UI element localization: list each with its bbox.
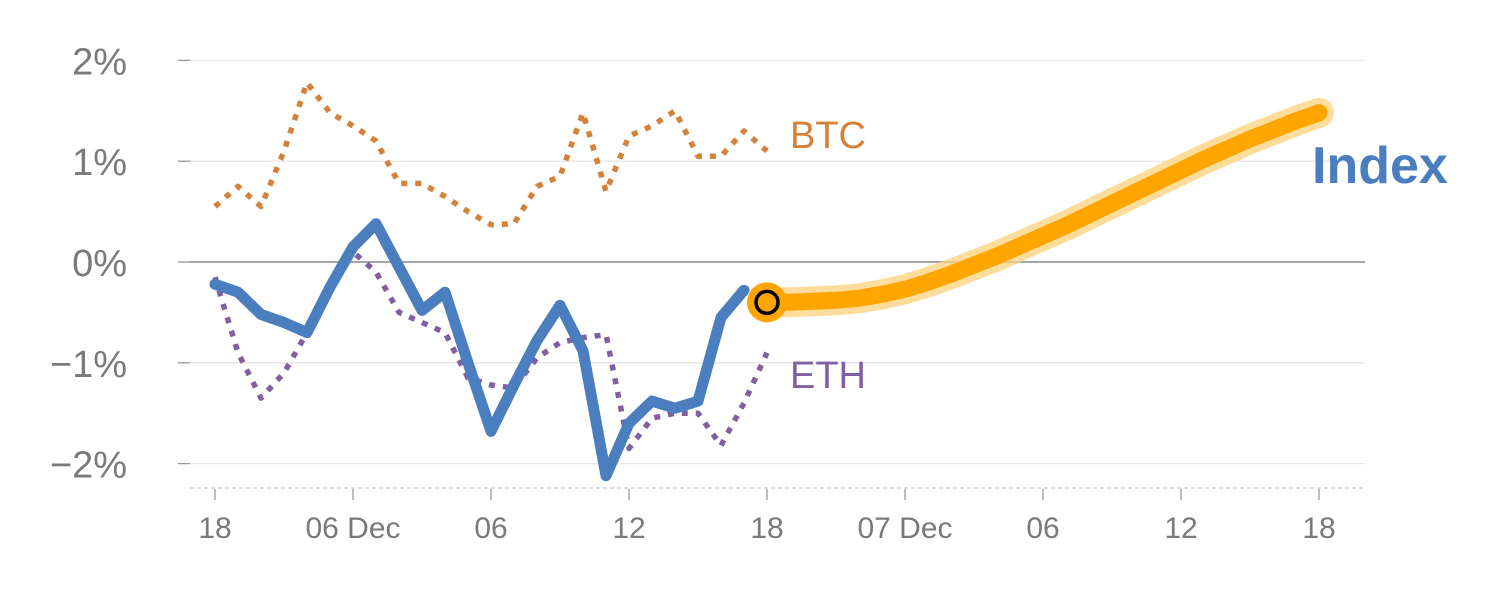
y-tick-label: −2%	[50, 445, 127, 487]
y-tick-label: 1%	[72, 142, 127, 184]
x-axis: 18 06 Dec 06 12 18 07 Dec 06 12 18	[190, 487, 1365, 545]
y-tick-label: −1%	[50, 344, 127, 386]
y-tick-label: 2%	[72, 41, 127, 83]
x-tick-label: 06	[1026, 512, 1059, 545]
marker-inner	[754, 289, 780, 316]
forecast-series-line	[758, 104, 1328, 311]
x-tick-label: 06 Dec	[305, 512, 400, 545]
series-lines	[209, 79, 1334, 482]
current-point-marker	[747, 282, 787, 323]
x-tick-label: 18	[750, 512, 783, 545]
x-tick-label: 12	[1164, 512, 1197, 545]
x-tick-label: 12	[612, 512, 645, 545]
x-tick-label: 06	[474, 512, 507, 545]
x-tick-label: 07 Dec	[857, 512, 952, 545]
grid-lines	[190, 59, 1365, 465]
btc-series-label: BTC	[790, 115, 866, 157]
y-axis: 2% 1% 0% −1% −2%	[50, 41, 190, 487]
x-tick-label: 18	[198, 512, 231, 545]
y-tick-label: 0%	[72, 243, 127, 285]
btc-series-line	[213, 79, 769, 228]
index-series-label: Index	[1312, 137, 1448, 195]
index-series-line	[209, 218, 750, 482]
eth-series-label: ETH	[790, 355, 866, 397]
x-tick-label: 18	[1302, 512, 1335, 545]
